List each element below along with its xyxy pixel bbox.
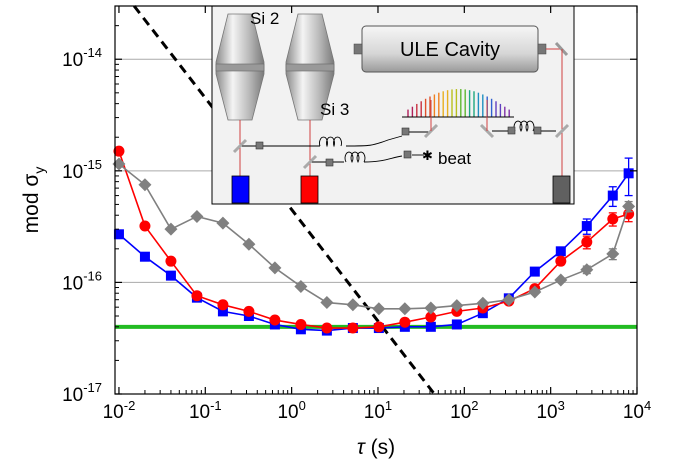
data-point (581, 221, 592, 232)
x-tick-label: 104 (623, 398, 651, 423)
data-point (268, 261, 282, 275)
data-point (622, 199, 636, 213)
si2-photodetector (231, 175, 250, 204)
data-point (139, 251, 150, 262)
y-axis-label: mod σy (20, 167, 47, 234)
data-point (216, 216, 230, 230)
data-point (554, 273, 568, 287)
data-point (347, 322, 359, 334)
data-point (165, 270, 176, 281)
data-point (580, 263, 594, 277)
data-point (372, 302, 386, 316)
data-point (164, 222, 178, 236)
data-point (425, 321, 436, 332)
si2-cavity (215, 13, 265, 176)
data-point (165, 255, 177, 267)
data-point (269, 314, 281, 326)
x-tick-label: 10-2 (103, 398, 136, 423)
data-point (294, 279, 308, 293)
data-point (113, 229, 124, 240)
x-tick-label: 101 (364, 398, 392, 423)
data-point (399, 316, 411, 328)
data-point (398, 302, 412, 316)
data-point (623, 168, 634, 179)
setup-inset: Si 2 Si 3 ULE Cavity (211, 5, 575, 205)
mirrors (232, 123, 570, 170)
x-axis-title: τ (s) (357, 436, 395, 459)
data-point (217, 299, 229, 311)
cavity-photodetector (552, 175, 571, 204)
data-point (528, 285, 542, 299)
x-tick-label: 10-1 (189, 398, 222, 423)
si2-label: Si 2 (250, 9, 279, 28)
data-point (191, 290, 203, 302)
data-point (476, 296, 490, 310)
si3-cavity (285, 13, 335, 176)
data-point (320, 296, 334, 310)
y-tick-label: 10-17 (62, 380, 102, 406)
data-point (529, 266, 540, 277)
series-diamond (112, 157, 636, 316)
y-axis-title: mod σy (20, 167, 47, 234)
beat-detector-icon: ✱ (422, 148, 433, 163)
data-point (346, 298, 360, 312)
data-point (555, 246, 566, 257)
data-point (243, 305, 255, 317)
data-point (373, 321, 385, 333)
data-point (295, 318, 307, 330)
beat-label: beat (438, 149, 471, 168)
si3-photodetector (300, 175, 319, 204)
data-point (581, 236, 593, 248)
data-point (113, 145, 125, 157)
data-point (607, 213, 619, 225)
data-point (139, 220, 151, 232)
data-point (606, 247, 620, 261)
x-tick-label: 102 (450, 398, 478, 423)
si3-label: Si 3 (320, 100, 349, 119)
x-tick-label: 103 (536, 398, 564, 423)
x-tick-label: 100 (277, 398, 305, 423)
data-point (555, 255, 567, 267)
y-tick-label: 10-15 (62, 157, 102, 183)
data-point (190, 209, 204, 223)
data-point (112, 157, 126, 171)
ule-cavity (353, 25, 569, 178)
series-circle (113, 145, 635, 334)
data-point (217, 306, 228, 317)
data-point (502, 293, 516, 307)
axes: 10-2 10-1 100 101 102 103 104 10-17 10-16 10-15 10… (62, 6, 651, 423)
data-point (451, 319, 462, 330)
data-point (424, 301, 438, 315)
data-point (321, 322, 333, 334)
data-point (425, 311, 437, 323)
ule-cavity-label: ULE Cavity (400, 39, 500, 61)
data-point (450, 299, 464, 313)
data-point (607, 190, 618, 201)
y-tick-label: 10-16 (62, 268, 102, 294)
y-tick-label: 10-14 (62, 45, 102, 71)
fiber-couplers (255, 126, 542, 167)
fiber-coils (319, 120, 535, 163)
data-point (242, 237, 256, 251)
plot-frame (114, 5, 638, 395)
data-series (112, 145, 636, 336)
data-point (138, 178, 152, 192)
